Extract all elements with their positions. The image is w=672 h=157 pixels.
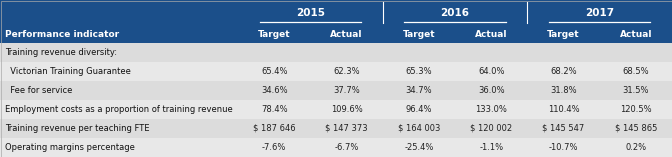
Text: 62.3%: 62.3% [333,67,360,76]
Text: 31.5%: 31.5% [622,86,649,95]
Text: 78.4%: 78.4% [261,105,288,114]
Text: $ 120 002: $ 120 002 [470,124,512,133]
Bar [0,0,672,26]
Text: Training revenue diversity:: Training revenue diversity: [5,48,117,57]
Text: $ 145 865: $ 145 865 [615,124,657,133]
Text: 96.4%: 96.4% [406,105,432,114]
Text: 31.8%: 31.8% [550,86,577,95]
Bar [0,62,672,81]
Text: 37.7%: 37.7% [333,86,360,95]
Text: -25.4%: -25.4% [404,143,433,152]
Text: 2017: 2017 [585,8,614,18]
Text: Employment costs as a proportion of training revenue: Employment costs as a proportion of trai… [5,105,233,114]
Text: 2016: 2016 [441,8,470,18]
Text: Victorian Training Guarantee: Victorian Training Guarantee [5,67,131,76]
Text: Training revenue per teaching FTE: Training revenue per teaching FTE [5,124,149,133]
Bar [0,138,672,157]
Text: 64.0%: 64.0% [478,67,505,76]
Bar [0,26,672,43]
Text: Fee for service: Fee for service [5,86,73,95]
Text: 0.2%: 0.2% [625,143,646,152]
Bar [0,119,672,138]
Text: 36.0%: 36.0% [478,86,505,95]
Text: 133.0%: 133.0% [475,105,507,114]
Text: 65.4%: 65.4% [261,67,288,76]
Text: -10.7%: -10.7% [549,143,578,152]
Text: Target: Target [403,30,435,39]
Text: Actual: Actual [475,30,507,39]
Text: 34.6%: 34.6% [261,86,288,95]
Text: 34.7%: 34.7% [405,86,432,95]
Text: -6.7%: -6.7% [334,143,359,152]
Text: $ 145 547: $ 145 547 [542,124,585,133]
Text: Actual: Actual [330,30,363,39]
Text: -1.1%: -1.1% [479,143,503,152]
Text: 68.5%: 68.5% [622,67,649,76]
Text: 110.4%: 110.4% [548,105,579,114]
Text: 65.3%: 65.3% [405,67,432,76]
Text: 109.6%: 109.6% [331,105,362,114]
Text: Performance indicator: Performance indicator [5,30,119,39]
Text: $ 187 646: $ 187 646 [253,124,296,133]
Text: Actual: Actual [620,30,652,39]
Text: Target: Target [258,30,290,39]
Text: 120.5%: 120.5% [620,105,652,114]
Text: $ 164 003: $ 164 003 [398,124,440,133]
Bar [0,81,672,100]
Bar [0,43,672,62]
Text: 68.2%: 68.2% [550,67,577,76]
Text: Operating margins percentage: Operating margins percentage [5,143,135,152]
Text: 2015: 2015 [296,8,325,18]
Text: Target: Target [547,30,580,39]
Bar [0,100,672,119]
Text: $ 147 373: $ 147 373 [325,124,368,133]
Text: -7.6%: -7.6% [262,143,286,152]
